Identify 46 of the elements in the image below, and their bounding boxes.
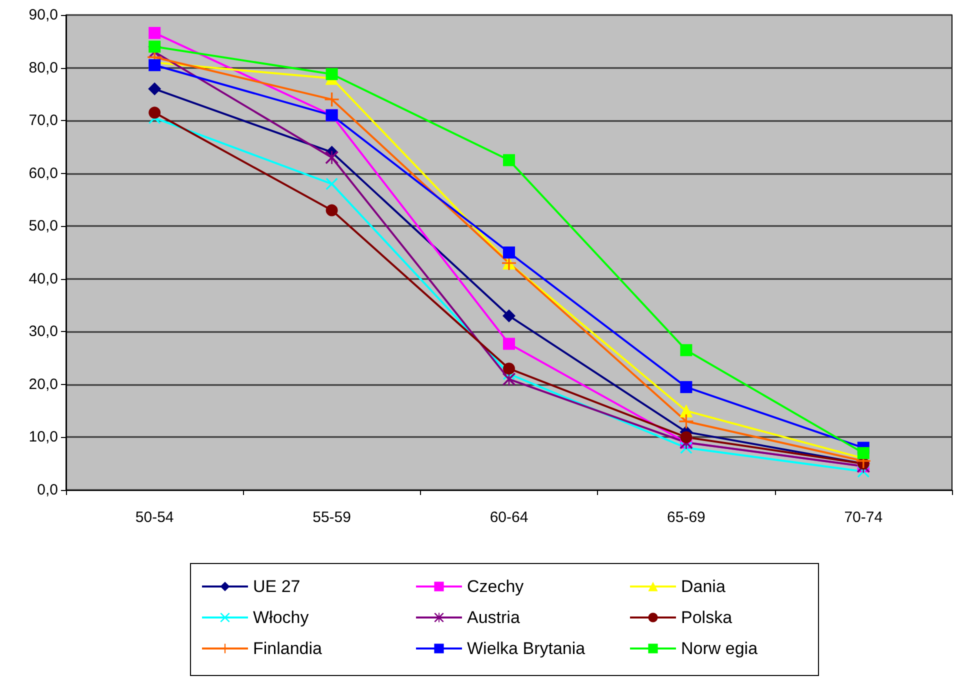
point bbox=[503, 362, 515, 375]
x-tick-label: 50-54 bbox=[135, 509, 174, 526]
point bbox=[503, 338, 515, 350]
x-tick-label: 65-69 bbox=[667, 509, 706, 526]
legend-label: Polska bbox=[681, 608, 733, 627]
point bbox=[679, 414, 694, 428]
point bbox=[148, 26, 161, 39]
point bbox=[503, 154, 515, 166]
point bbox=[148, 106, 161, 119]
point bbox=[680, 404, 693, 418]
x-tick-label: 70-74 bbox=[844, 509, 883, 526]
legend-label: Czechy bbox=[467, 577, 524, 596]
legend-label: UE 27 bbox=[253, 577, 300, 596]
point bbox=[680, 381, 692, 394]
point bbox=[326, 204, 338, 216]
legend-label: Wielka Brytania bbox=[467, 639, 586, 658]
y-tick-label: 50,0 bbox=[28, 218, 58, 235]
y-tick-label: 80,0 bbox=[28, 59, 58, 76]
y-tick-label: 20,0 bbox=[28, 376, 58, 393]
y-tick-label: 90,0 bbox=[28, 6, 58, 24]
point bbox=[148, 82, 162, 96]
legend-label: Finlandia bbox=[253, 639, 323, 658]
point bbox=[680, 344, 692, 356]
point bbox=[326, 68, 338, 80]
x-tick-label: 55-59 bbox=[312, 509, 351, 526]
legend-label: Austria bbox=[467, 608, 520, 627]
y-tick-label: 60,0 bbox=[28, 164, 58, 182]
y-tick-label: 10,0 bbox=[28, 428, 58, 446]
point bbox=[503, 246, 515, 258]
x-tick-label: 60-64 bbox=[490, 509, 528, 526]
point bbox=[680, 431, 692, 444]
point bbox=[324, 92, 339, 106]
legend-label: Norw egia bbox=[681, 639, 758, 658]
point bbox=[148, 59, 161, 72]
point bbox=[148, 40, 161, 53]
legend-label: Dania bbox=[681, 577, 726, 596]
legend-label: Włochy bbox=[253, 608, 310, 627]
point bbox=[325, 151, 338, 164]
point bbox=[857, 447, 870, 460]
y-tick-label: 70,0 bbox=[28, 112, 58, 130]
point bbox=[502, 309, 516, 322]
y-tick-label: 0,0 bbox=[37, 482, 58, 498]
y-tick-label: 30,0 bbox=[28, 323, 58, 340]
point bbox=[502, 372, 516, 386]
point bbox=[326, 178, 338, 190]
y-tick-label: 40,0 bbox=[28, 270, 58, 288]
